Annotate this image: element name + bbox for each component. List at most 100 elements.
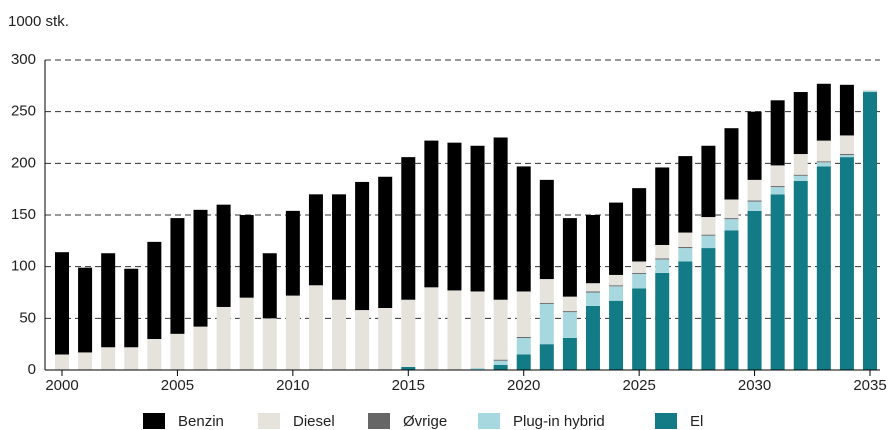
bar-segment <box>678 248 693 262</box>
bar-segment <box>101 347 116 370</box>
bar-segment <box>562 337 577 370</box>
bar-segment <box>724 219 739 231</box>
bar-segment <box>724 128 739 200</box>
bar-segment <box>793 174 808 176</box>
y-tick-label: 50 <box>19 309 36 326</box>
bar-segment <box>193 209 208 327</box>
bar-segment <box>701 248 716 370</box>
bar-segment <box>839 154 854 156</box>
bar-segment <box>655 259 670 273</box>
bar-segment <box>55 354 69 370</box>
bar-segment <box>378 308 393 370</box>
bar-segment <box>539 179 554 280</box>
bar-segment <box>539 302 554 304</box>
bar-segment <box>724 218 739 220</box>
bar-segment <box>516 291 531 337</box>
bar-segment <box>401 157 416 300</box>
bar-segment <box>816 83 831 141</box>
bar-segment <box>401 366 416 370</box>
bar-segment <box>262 318 277 370</box>
bar-segment <box>747 111 762 180</box>
bar-segment <box>516 336 531 338</box>
bar-segment <box>701 217 716 235</box>
bar-segment <box>632 188 647 262</box>
legend-swatch <box>143 413 165 429</box>
bar-segment <box>78 267 93 353</box>
bar-segment <box>655 272 670 370</box>
legend-swatch <box>258 413 280 429</box>
bar-segment <box>747 200 762 202</box>
bar-segment <box>585 292 600 306</box>
bar-segment <box>585 291 600 293</box>
bar-segment <box>839 157 854 370</box>
bar-segment <box>78 352 93 370</box>
bar-segment <box>609 300 624 370</box>
bar-segment <box>239 297 254 370</box>
y-tick-label: 200 <box>11 154 36 171</box>
bar-segment <box>816 161 831 163</box>
bar-segment <box>562 218 577 297</box>
bar-segment <box>355 181 370 311</box>
bar-segment <box>585 215 600 284</box>
legend-label: Diesel <box>293 413 335 430</box>
bar-segment <box>493 360 508 365</box>
bar-segment <box>539 279 554 303</box>
bar-segment <box>770 100 785 166</box>
bar-segment <box>539 344 554 370</box>
bar-segment <box>632 273 647 289</box>
bar-segment <box>793 154 808 175</box>
bar-segment <box>216 204 231 307</box>
bar-segment <box>816 166 831 370</box>
bar-segment <box>609 202 624 275</box>
bar-segment <box>863 89 877 91</box>
legend-label: Øvrige <box>403 413 447 430</box>
bar-segment <box>378 176 393 308</box>
bar-segment <box>655 258 670 260</box>
bar-segment <box>793 175 808 181</box>
bar-segment <box>609 285 624 287</box>
x-tick-label: 2035 <box>853 377 886 394</box>
bar-segment <box>516 354 531 370</box>
bar-segment <box>585 305 600 370</box>
legend-label: Benzin <box>178 413 224 430</box>
x-tick-label: 2005 <box>161 377 194 394</box>
bar-segment <box>562 311 577 313</box>
bar-segment <box>55 252 69 355</box>
y-tick-label: 150 <box>11 206 36 223</box>
bar-segment <box>239 215 254 298</box>
bar-segment <box>609 286 624 301</box>
bar-segment <box>816 140 831 162</box>
y-axis-label: 1000 stk. <box>8 13 69 30</box>
bar-segment <box>747 201 762 211</box>
bar-segment <box>701 145 716 218</box>
x-tick-label: 2030 <box>738 377 771 394</box>
bar-segment <box>285 295 300 370</box>
bar-segment <box>632 288 647 370</box>
bar-segment <box>562 296 577 312</box>
bar-segment <box>124 347 139 370</box>
bar-segment <box>770 187 785 195</box>
bar-segment <box>285 210 300 296</box>
bar-segment <box>655 167 670 245</box>
bar-segment <box>770 186 785 188</box>
bar-segment <box>101 253 116 348</box>
bar-segment <box>193 326 208 370</box>
bar-segment <box>701 234 716 236</box>
bar-segment <box>493 364 508 370</box>
bar-segment <box>793 92 808 155</box>
legend-label: Plug-in hybrid <box>513 413 605 430</box>
bar-segment <box>447 142 462 291</box>
bar-segment <box>609 274 624 286</box>
bar-segment <box>539 303 554 345</box>
bar-segment <box>793 180 808 370</box>
bar-segment <box>332 194 347 300</box>
bar-segment <box>493 359 508 361</box>
bar-segment <box>470 291 485 368</box>
legend-swatch <box>478 413 500 429</box>
x-tick-label: 2025 <box>622 377 655 394</box>
bar-segment <box>747 210 762 370</box>
bar-segment <box>655 244 670 259</box>
bar-segment <box>424 287 439 370</box>
bar-segment <box>170 218 185 334</box>
bar-segment <box>863 92 877 371</box>
